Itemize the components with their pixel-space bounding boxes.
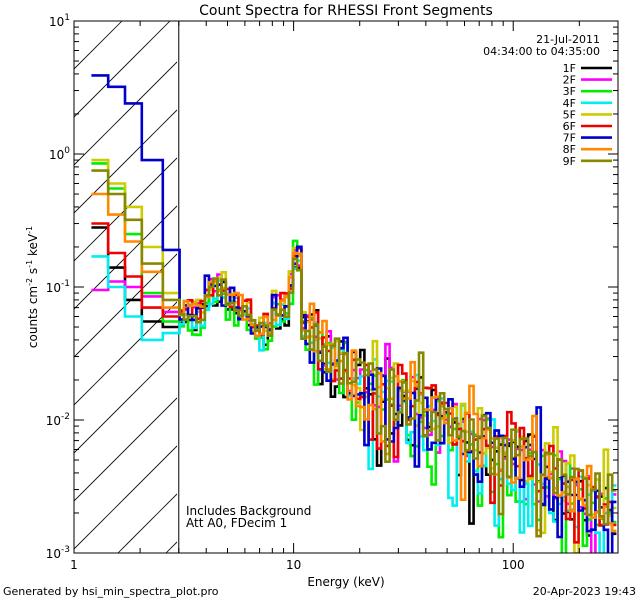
y-tick-label-exponent: 1 xyxy=(64,13,70,23)
plot-date: 21-Jul-2011 xyxy=(536,33,600,46)
y-tick-label: 10-3 xyxy=(46,545,70,561)
legend-label-2F: 2F xyxy=(563,74,576,87)
y-tick-label: 101 xyxy=(49,13,70,29)
series-lines xyxy=(91,74,617,553)
y-tick-label-base: 10 xyxy=(46,414,61,428)
annotation-attenuator: Att A0, FDecim 1 xyxy=(186,516,287,530)
y-tick-label-exponent: -3 xyxy=(61,545,70,555)
y-axis-title-mid: s xyxy=(26,268,40,278)
y-tick-label: 10-1 xyxy=(46,279,70,295)
y-tick-label: 100 xyxy=(49,146,70,162)
axis-ticks xyxy=(73,21,619,554)
footer-timestamp: 20-Apr-2023 19:43 xyxy=(533,585,636,598)
hatch-line xyxy=(74,445,177,550)
legend-label-1F: 1F xyxy=(563,62,576,75)
y-tick-label-base: 10 xyxy=(49,15,64,29)
y-tick-label-base: 10 xyxy=(46,281,61,295)
series-line-9F xyxy=(91,169,617,538)
y-axis-title-sup1: -2 xyxy=(25,278,34,286)
legend-label-7F: 7F xyxy=(563,132,576,145)
plot-time-range: 04:34:00 to 04:35:00 xyxy=(483,45,600,58)
x-tick-labels: 1 10 100 xyxy=(70,558,524,572)
y-axis-title-end: keV xyxy=(26,233,40,260)
hatch-line xyxy=(74,205,177,310)
x-tick-label: 1 xyxy=(70,558,78,572)
x-tick-label: 10 xyxy=(286,558,301,572)
legend-label-5F: 5F xyxy=(563,108,576,121)
background-hatch-region xyxy=(74,21,177,553)
y-tick-label-exponent: 0 xyxy=(64,146,70,156)
y-axis-title-sup2: -1 xyxy=(25,260,34,268)
legend-label-6F: 6F xyxy=(563,120,576,133)
y-tick-label-exponent: -1 xyxy=(61,279,70,289)
y-tick-label: 10-2 xyxy=(46,412,70,428)
footer-generated-by: Generated by hsi_min_spectra_plot.pro xyxy=(3,585,219,598)
x-axis-title: Energy (keV) xyxy=(307,575,384,589)
y-tick-label-base: 10 xyxy=(46,547,61,561)
hatch-line xyxy=(74,253,177,358)
legend-label-9F: 9F xyxy=(563,155,576,168)
annotation-background: Includes Background xyxy=(186,504,311,518)
hatch-line xyxy=(74,21,171,118)
x-tick-label: 100 xyxy=(502,558,525,572)
legend-label-8F: 8F xyxy=(563,143,576,156)
legend-label-3F: 3F xyxy=(563,85,576,98)
legend-label-4F: 4F xyxy=(563,97,576,110)
y-axis-title-sup3: -1 xyxy=(25,226,34,234)
series-line-8F xyxy=(91,192,617,533)
y-axis-title-main: counts cm xyxy=(26,286,40,348)
y-tick-label-base: 10 xyxy=(49,148,64,162)
hatch-line xyxy=(74,61,177,166)
hatch-line xyxy=(74,397,177,502)
y-tick-label-exponent: -2 xyxy=(61,412,70,422)
y-axis-title: counts cm-2 s-1 keV-1 xyxy=(25,226,40,348)
chart-title: Count Spectra for RHESSI Front Segments xyxy=(199,3,493,19)
